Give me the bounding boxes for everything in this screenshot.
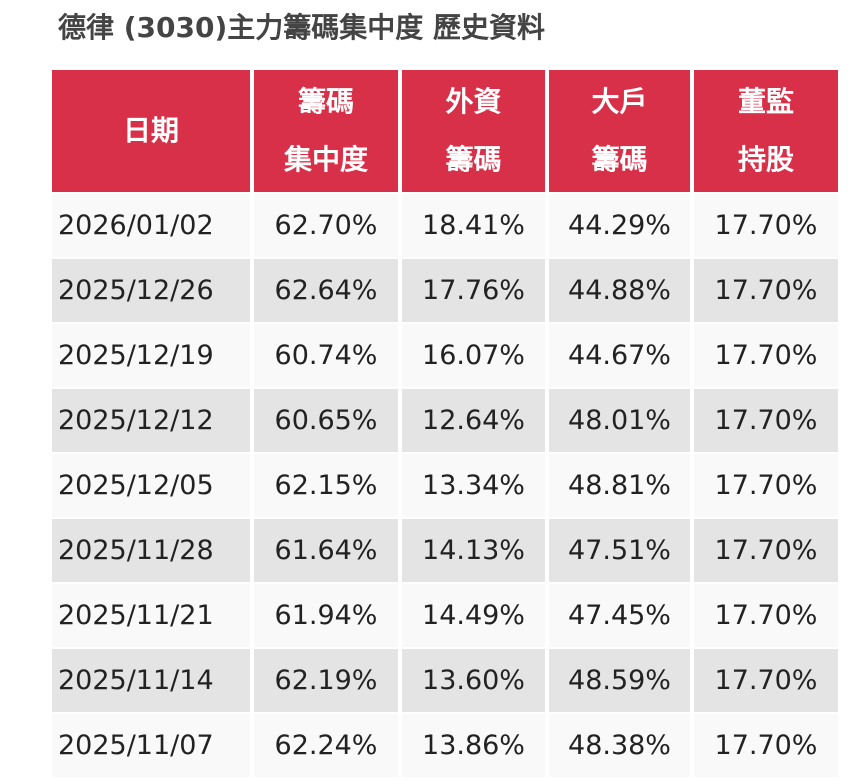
value-cell: 13.34%	[402, 454, 545, 517]
value-cell: 48.01%	[549, 389, 690, 452]
date-cell: 2025/11/07	[52, 714, 250, 777]
date-cell: 2025/12/12	[52, 389, 250, 452]
value-cell: 44.67%	[549, 324, 690, 387]
value-cell: 17.70%	[694, 454, 838, 517]
header-line: 籌碼	[591, 143, 648, 176]
value-cell: 48.59%	[549, 649, 690, 712]
column-header: 董監 持股	[694, 70, 838, 192]
header-line: 大戶	[591, 85, 648, 118]
header-row: 日期 籌碼 集中度 外資 籌碼 大戶 籌碼 董監 持股	[52, 70, 838, 192]
value-cell: 48.81%	[549, 454, 690, 517]
date-cell: 2025/12/19	[52, 324, 250, 387]
value-cell: 17.70%	[694, 649, 838, 712]
value-cell: 13.86%	[402, 714, 545, 777]
value-cell: 44.88%	[549, 259, 690, 322]
date-cell: 2025/11/21	[52, 584, 250, 647]
value-cell: 17.70%	[694, 519, 838, 582]
table-head: 日期 籌碼 集中度 外資 籌碼 大戶 籌碼 董監 持股	[52, 70, 838, 192]
table-row: 2025/11/07 62.24% 13.86% 48.38% 17.70%	[52, 714, 838, 777]
date-cell: 2025/11/14	[52, 649, 250, 712]
value-cell: 16.07%	[402, 324, 545, 387]
value-cell: 14.13%	[402, 519, 545, 582]
column-header: 籌碼 集中度	[254, 70, 398, 192]
date-cell: 2025/11/28	[52, 519, 250, 582]
date-cell: 2025/12/05	[52, 454, 250, 517]
value-cell: 17.70%	[694, 259, 838, 322]
table-body: 2026/01/02 62.70% 18.41% 44.29% 17.70% 2025/1…	[52, 194, 838, 777]
column-header: 大戶 籌碼	[549, 70, 690, 192]
table-row: 2025/12/05 62.15% 13.34% 48.81% 17.70%	[52, 454, 838, 517]
header-line: 董監	[737, 85, 794, 118]
table-row: 2025/11/14 62.19% 13.60% 48.59% 17.70%	[52, 649, 838, 712]
value-cell: 17.70%	[694, 389, 838, 452]
header-line: 日期	[122, 114, 179, 147]
history-table: 日期 籌碼 集中度 外資 籌碼 大戶 籌碼 董監 持股 2026/01/02 62.70% 18.4…	[48, 68, 842, 779]
value-cell: 62.24%	[254, 714, 398, 777]
date-cell: 2026/01/02	[52, 194, 250, 257]
value-cell: 48.38%	[549, 714, 690, 777]
value-cell: 17.70%	[694, 324, 838, 387]
column-header: 日期	[52, 70, 250, 192]
value-cell: 62.70%	[254, 194, 398, 257]
header-line: 持股	[737, 143, 794, 176]
value-cell: 60.65%	[254, 389, 398, 452]
table-row: 2026/01/02 62.70% 18.41% 44.29% 17.70%	[52, 194, 838, 257]
value-cell: 12.64%	[402, 389, 545, 452]
value-cell: 47.51%	[549, 519, 690, 582]
value-cell: 47.45%	[549, 584, 690, 647]
header-line: 外資	[445, 85, 502, 118]
value-cell: 17.70%	[694, 584, 838, 647]
header-line: 籌碼	[297, 85, 354, 118]
value-cell: 17.76%	[402, 259, 545, 322]
table-row: 2025/11/21 61.94% 14.49% 47.45% 17.70%	[52, 584, 838, 647]
table-row: 2025/12/19 60.74% 16.07% 44.67% 17.70%	[52, 324, 838, 387]
header-line: 籌碼	[445, 143, 502, 176]
value-cell: 17.70%	[694, 714, 838, 777]
value-cell: 62.15%	[254, 454, 398, 517]
value-cell: 44.29%	[549, 194, 690, 257]
header-line: 集中度	[283, 143, 368, 176]
date-cell: 2025/12/26	[52, 259, 250, 322]
value-cell: 61.64%	[254, 519, 398, 582]
value-cell: 18.41%	[402, 194, 545, 257]
value-cell: 62.19%	[254, 649, 398, 712]
value-cell: 14.49%	[402, 584, 545, 647]
value-cell: 13.60%	[402, 649, 545, 712]
value-cell: 17.70%	[694, 194, 838, 257]
table-row: 2025/12/26 62.64% 17.76% 44.88% 17.70%	[52, 259, 838, 322]
page-title: 德律 (3030)主力籌碼集中度 歷史資料	[58, 11, 546, 44]
table-row: 2025/12/12 60.65% 12.64% 48.01% 17.70%	[52, 389, 838, 452]
value-cell: 62.64%	[254, 259, 398, 322]
value-cell: 60.74%	[254, 324, 398, 387]
column-header: 外資 籌碼	[402, 70, 545, 192]
table-row: 2025/11/28 61.64% 14.13% 47.51% 17.70%	[52, 519, 838, 582]
value-cell: 61.94%	[254, 584, 398, 647]
